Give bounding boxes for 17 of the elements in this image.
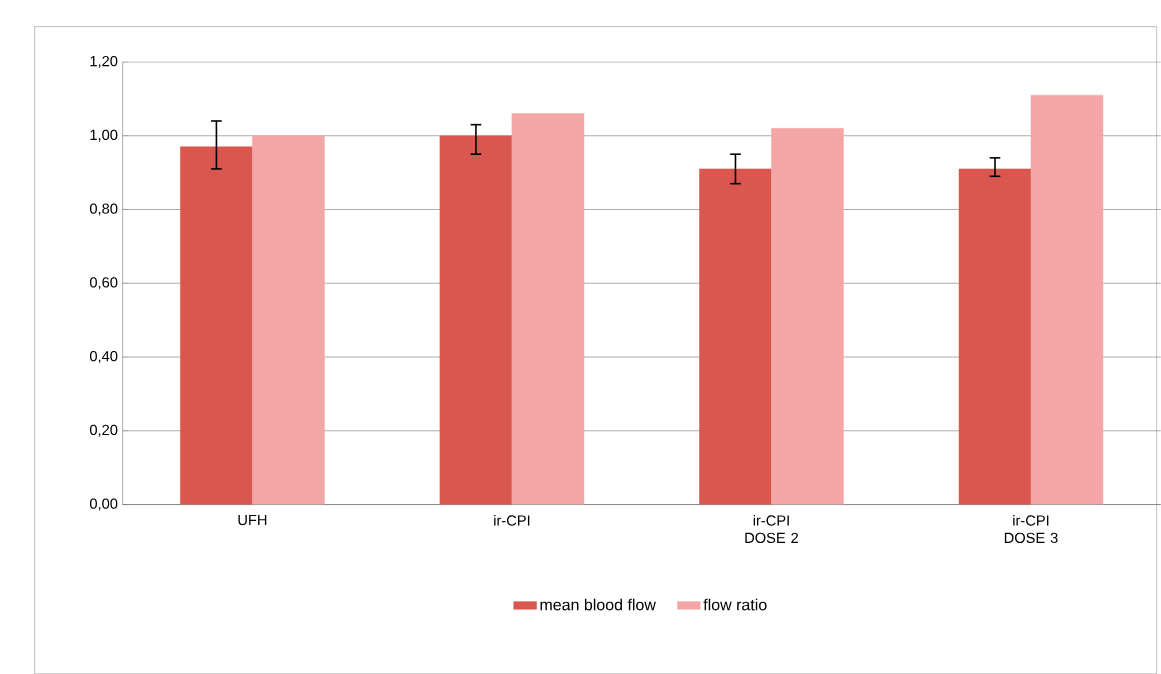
bar (439, 135, 513, 505)
y-tick-label: 1,00 (90, 129, 118, 142)
y-tick-label: 0,00 (89, 498, 118, 511)
x-tick-label: ir-CPI (494, 514, 530, 526)
bar (699, 168, 772, 505)
y-tick-label: 0,60 (89, 277, 118, 290)
y-tick-label: 1,20 (90, 55, 118, 68)
legend-label: flow ratio (703, 598, 767, 611)
y-tick-label: 0,20 (89, 424, 118, 437)
x-tick-label: ir-CPI DOSE 2 (745, 514, 799, 543)
bar (958, 168, 1032, 505)
y-tick-label: 0,80 (89, 203, 118, 216)
bar (180, 146, 253, 505)
x-tick-label: UFH (238, 514, 267, 526)
x-tick-label: ir-CPI DOSE 3 (1004, 514, 1058, 543)
legend-label: mean blood flow (540, 598, 656, 611)
y-tick-label: 0,40 (89, 350, 118, 364)
